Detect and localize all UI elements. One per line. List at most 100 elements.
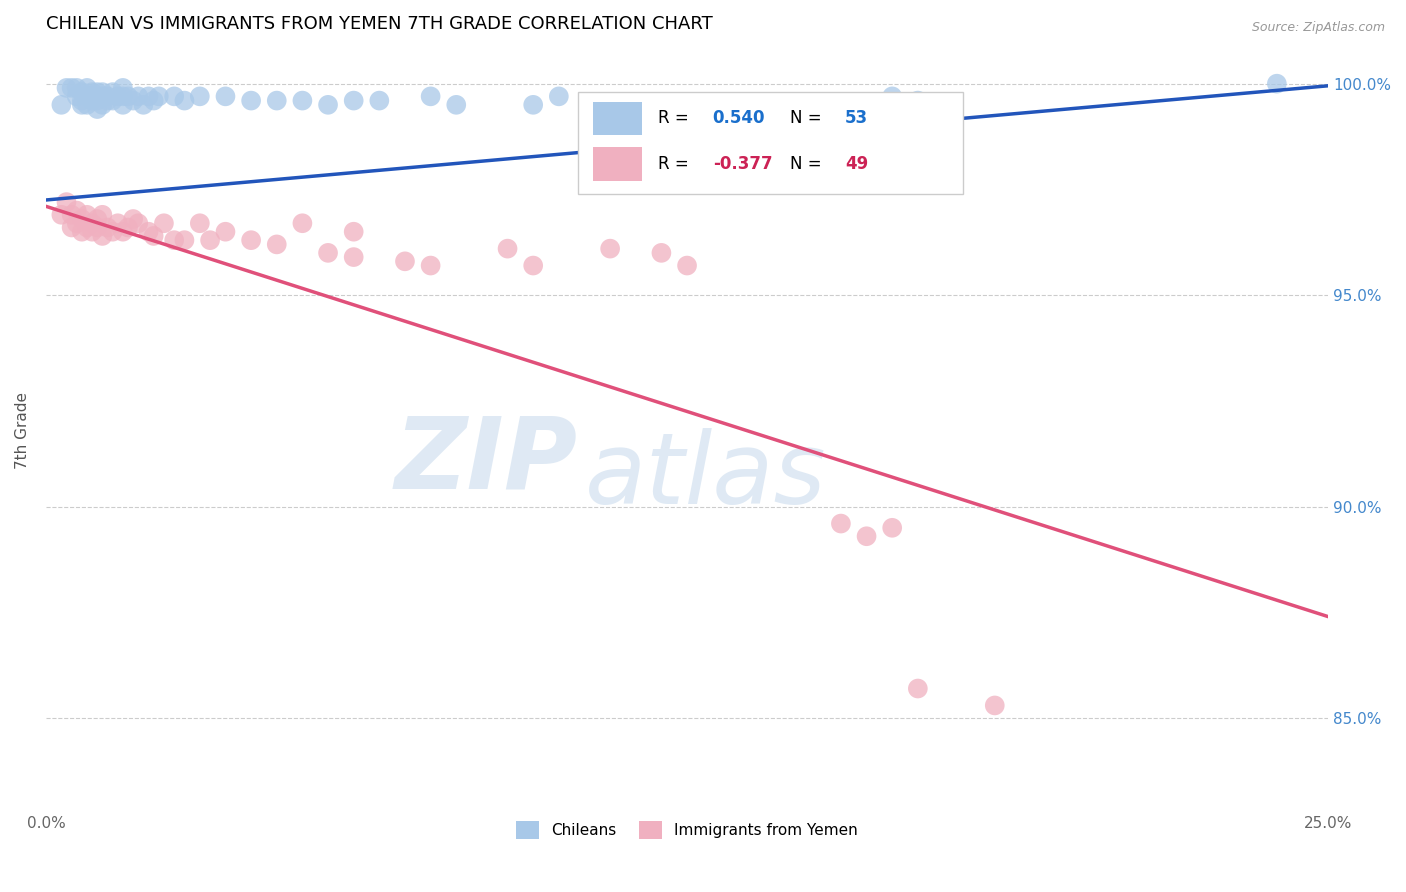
Point xyxy=(163,89,186,103)
Point xyxy=(702,106,724,120)
Text: ZIP: ZIP xyxy=(395,412,578,509)
Point xyxy=(173,233,195,247)
Point xyxy=(111,81,134,95)
Point xyxy=(70,85,93,99)
Point xyxy=(138,225,160,239)
Point xyxy=(142,94,165,108)
Point xyxy=(91,98,114,112)
Point xyxy=(830,516,852,531)
Point xyxy=(198,233,221,247)
Point xyxy=(91,229,114,244)
Text: 53: 53 xyxy=(845,110,868,128)
Point xyxy=(55,81,77,95)
Point xyxy=(82,94,104,108)
Point xyxy=(101,94,124,108)
Point xyxy=(96,89,118,103)
Point xyxy=(70,98,93,112)
Point xyxy=(60,81,83,95)
Point xyxy=(343,225,366,239)
Point xyxy=(122,212,145,227)
Text: -0.377: -0.377 xyxy=(713,155,772,173)
Point xyxy=(266,237,288,252)
Point xyxy=(343,250,366,264)
FancyBboxPatch shape xyxy=(593,147,643,181)
Point xyxy=(240,94,263,108)
Point xyxy=(91,85,114,99)
Point xyxy=(153,216,176,230)
Point xyxy=(86,220,108,235)
Point xyxy=(86,102,108,116)
Point xyxy=(882,521,904,535)
Point xyxy=(148,89,170,103)
Point xyxy=(446,98,468,112)
Point xyxy=(111,225,134,239)
Point xyxy=(51,208,73,222)
Point xyxy=(547,89,569,103)
Point xyxy=(650,245,672,260)
Legend: Chileans, Immigrants from Yemen: Chileans, Immigrants from Yemen xyxy=(510,814,865,846)
Point xyxy=(70,212,93,227)
Text: 0.540: 0.540 xyxy=(713,110,765,128)
Text: R =: R = xyxy=(658,155,693,173)
Point xyxy=(343,94,366,108)
Point xyxy=(70,94,93,108)
Point xyxy=(86,85,108,99)
Point xyxy=(127,89,149,103)
Point xyxy=(86,212,108,227)
Point xyxy=(316,245,339,260)
Point xyxy=(76,208,98,222)
Point xyxy=(122,94,145,108)
Point xyxy=(368,94,391,108)
Point xyxy=(214,225,236,239)
Text: R =: R = xyxy=(658,110,693,128)
Point xyxy=(66,89,89,103)
Point xyxy=(51,98,73,112)
Y-axis label: 7th Grade: 7th Grade xyxy=(15,392,30,469)
Point xyxy=(984,698,1007,713)
Point xyxy=(599,242,621,256)
Point xyxy=(496,242,519,256)
Text: atlas: atlas xyxy=(585,427,827,524)
Point xyxy=(138,89,160,103)
Point xyxy=(173,94,195,108)
Point xyxy=(127,216,149,230)
Point xyxy=(188,216,211,230)
Point xyxy=(55,195,77,210)
Point xyxy=(240,233,263,247)
Point xyxy=(163,233,186,247)
FancyBboxPatch shape xyxy=(593,102,643,135)
Text: CHILEAN VS IMMIGRANTS FROM YEMEN 7TH GRADE CORRELATION CHART: CHILEAN VS IMMIGRANTS FROM YEMEN 7TH GRA… xyxy=(46,15,713,33)
Point xyxy=(1265,77,1288,91)
Text: N =: N = xyxy=(790,155,827,173)
Point xyxy=(117,220,139,235)
Point xyxy=(107,89,129,103)
Point xyxy=(60,208,83,222)
Point xyxy=(419,259,441,273)
Point xyxy=(214,89,236,103)
Text: N =: N = xyxy=(790,110,827,128)
Point xyxy=(907,94,929,108)
Point xyxy=(676,259,699,273)
Point xyxy=(855,529,877,543)
Point xyxy=(907,681,929,696)
Point xyxy=(291,94,314,108)
Point xyxy=(101,225,124,239)
Point xyxy=(76,98,98,112)
Point xyxy=(522,259,544,273)
Point xyxy=(96,94,118,108)
Point xyxy=(82,216,104,230)
Point xyxy=(188,89,211,103)
Point xyxy=(91,208,114,222)
Point xyxy=(60,220,83,235)
Point xyxy=(66,81,89,95)
Point xyxy=(291,216,314,230)
Point xyxy=(101,85,124,99)
Point xyxy=(316,98,339,112)
Point xyxy=(66,216,89,230)
Point xyxy=(66,203,89,218)
Point xyxy=(111,98,134,112)
Point xyxy=(522,98,544,112)
Point xyxy=(394,254,416,268)
Point xyxy=(142,229,165,244)
Point xyxy=(82,89,104,103)
